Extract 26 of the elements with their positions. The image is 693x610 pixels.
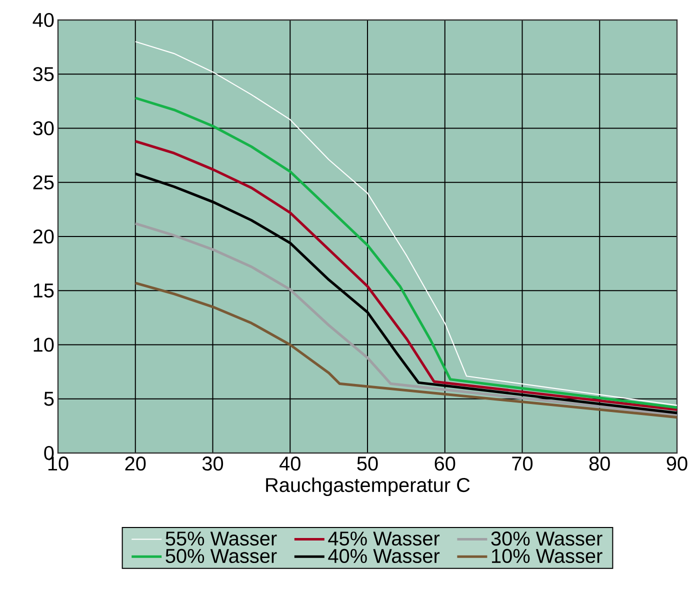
- y-tick-label: 35: [33, 67, 54, 82]
- y-tick-label: 5: [44, 392, 54, 406]
- line-series: [134, 282, 677, 419]
- x-tick-label: 20: [125, 456, 146, 471]
- y-tick-label: 30: [33, 121, 54, 136]
- x-tick-label: 80: [589, 456, 610, 471]
- legend-label: 30% Wasser: [491, 532, 602, 546]
- line-series: [134, 41, 677, 406]
- x-tick-label: 90: [666, 456, 688, 471]
- legend-label: 55% Wasser: [166, 532, 277, 546]
- x-tick-label: 60: [434, 456, 456, 471]
- y-tick-label: 10: [34, 338, 54, 352]
- x-tick-label: 70: [512, 456, 533, 471]
- legend-label: 10% Wasser: [492, 548, 602, 564]
- x-tick-label: 30: [202, 456, 224, 471]
- legend-label: 45% Wasser: [328, 532, 440, 546]
- x-tick-label: 40: [279, 456, 300, 471]
- y-tick-label: 25: [33, 175, 54, 190]
- x-axis-title: Rauchgastemperatur C: [266, 477, 470, 496]
- line-series: [134, 222, 677, 416]
- y-tick-label: 15: [34, 284, 54, 298]
- legend-label: 40% Wasser: [328, 548, 440, 564]
- x-tick-label: 50: [357, 456, 378, 471]
- legend-label: 50% Wasser: [166, 548, 277, 564]
- y-tick-label: 20: [33, 229, 54, 244]
- y-tick-label: 40: [32, 12, 54, 28]
